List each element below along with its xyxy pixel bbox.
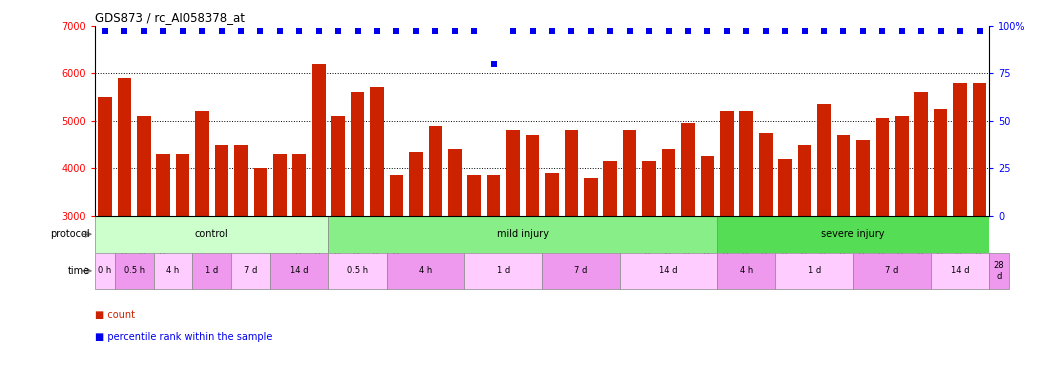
Bar [681,123,695,216]
Bar [232,253,270,289]
Text: GDS873 / rc_AI058378_at: GDS873 / rc_AI058378_at [95,11,245,25]
Text: ■ count: ■ count [95,310,135,320]
Bar [717,253,776,289]
Bar [95,253,114,289]
Bar [507,130,519,216]
Bar [700,157,714,216]
Bar [934,109,948,216]
Bar [270,253,328,289]
Text: 14 d: 14 d [290,266,309,275]
Bar [193,253,232,289]
Bar [136,116,150,216]
Bar [409,152,423,216]
Text: 7 d: 7 d [886,266,898,275]
Bar [817,104,831,216]
Bar [98,97,112,216]
Bar [759,133,772,216]
Bar [328,253,387,289]
Bar [215,145,229,216]
Bar [428,126,442,216]
Bar [153,253,193,289]
Bar [273,154,287,216]
Text: 4 h: 4 h [419,266,433,275]
Bar [526,135,540,216]
Bar [234,145,248,216]
Text: 1 d: 1 d [496,266,510,275]
Bar [837,135,851,216]
Bar [776,253,853,289]
Bar [584,178,598,216]
Text: protocol: protocol [51,229,90,239]
Bar [661,149,675,216]
Text: time: time [68,266,90,276]
Bar [370,87,384,216]
Bar [853,253,931,289]
Text: 28
d: 28 d [993,261,1004,281]
Text: mild injury: mild injury [497,229,549,239]
Bar [331,116,345,216]
Bar [972,83,986,216]
Bar [176,154,189,216]
Bar [740,111,753,216]
Bar [487,176,500,216]
Bar [720,111,733,216]
Bar [312,64,326,216]
Bar [157,154,170,216]
Text: control: control [195,229,229,239]
Bar [989,253,1008,289]
Bar [779,159,792,216]
Bar [387,253,464,289]
Text: 0.5 h: 0.5 h [124,266,145,275]
Text: 1 d: 1 d [205,266,218,275]
Text: 1 d: 1 d [807,266,821,275]
Bar [565,130,578,216]
Text: 0.5 h: 0.5 h [347,266,368,275]
Bar [914,92,928,216]
Bar [545,173,559,216]
Bar [895,116,909,216]
Bar [448,149,461,216]
Bar [292,154,306,216]
Bar [464,253,543,289]
Text: 14 d: 14 d [951,266,969,275]
Bar [953,83,967,216]
Bar [196,111,208,216]
Bar [856,140,870,216]
Text: 14 d: 14 d [659,266,678,275]
Bar [642,161,656,216]
Bar [717,216,989,253]
Bar [620,253,717,289]
Text: 0 h: 0 h [98,266,111,275]
Bar [389,176,403,216]
Bar [114,253,153,289]
Text: 4 h: 4 h [740,266,753,275]
Bar [328,216,717,253]
Bar [798,145,811,216]
Text: severe injury: severe injury [821,229,884,239]
Bar [117,78,131,216]
Bar [543,253,620,289]
Bar [931,253,989,289]
Text: 7 d: 7 d [574,266,588,275]
Text: 7 d: 7 d [244,266,257,275]
Text: 4 h: 4 h [166,266,180,275]
Bar [351,92,364,216]
Bar [468,176,481,216]
Bar [876,119,889,216]
Bar [623,130,637,216]
Bar [95,216,328,253]
Bar [254,168,268,216]
Text: ■ percentile rank within the sample: ■ percentile rank within the sample [95,332,273,342]
Bar [603,161,617,216]
